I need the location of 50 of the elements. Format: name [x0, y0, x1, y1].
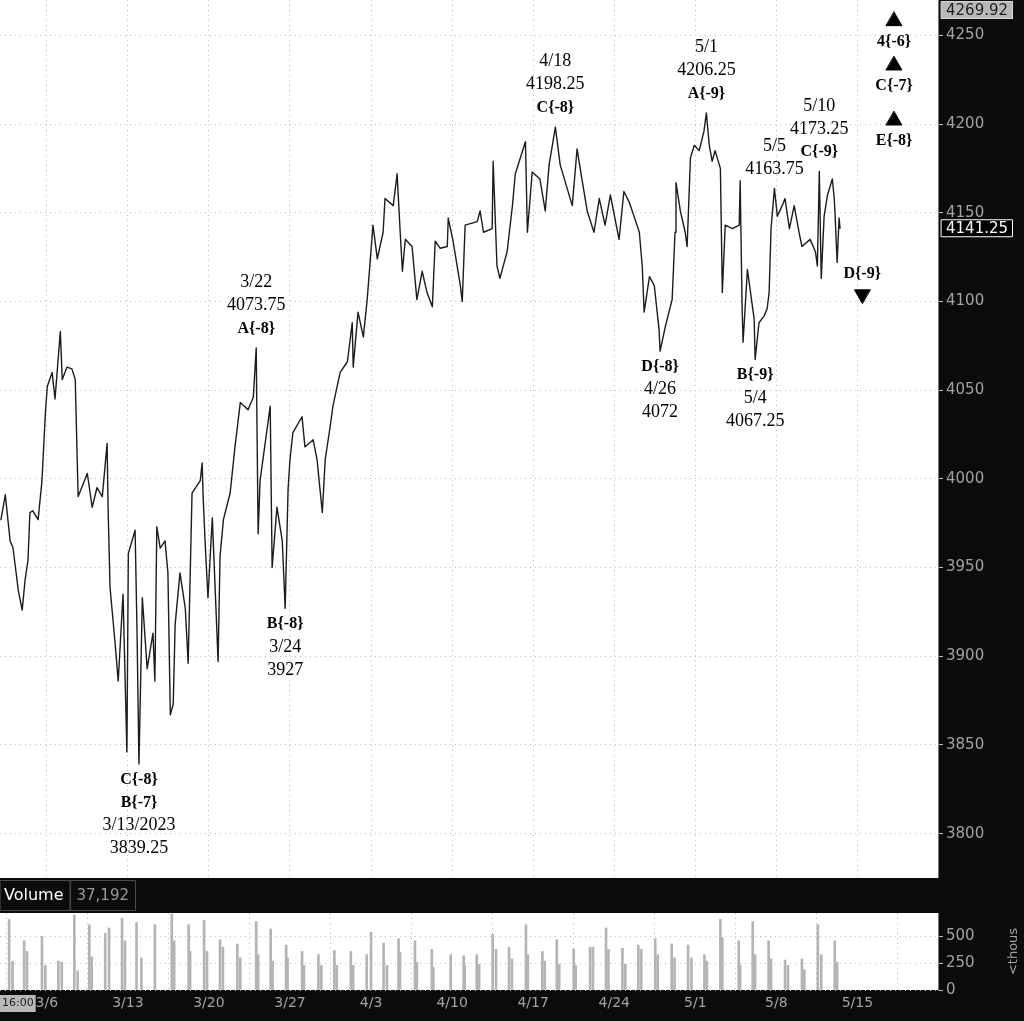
annotation: 5/1 4206.25 — [677, 36, 736, 80]
text: 16:00 — [2, 996, 34, 1010]
x-tick-label: 4/3 — [359, 994, 383, 1011]
y-tick-label: 3900 — [946, 646, 985, 665]
annotation: 3/13/2023 3839.25 — [102, 814, 176, 858]
y-tick-label: 4050 — [946, 380, 985, 399]
x-tick-label: 5/1 — [684, 994, 707, 1011]
annotation: B{-8} — [266, 613, 304, 631]
y-tick-label: 4250 — [946, 25, 985, 44]
x-tick-label: 4/17 — [517, 994, 549, 1011]
chart-title: Volume — [4, 885, 64, 905]
chart-subtitle: 37,192 — [76, 885, 130, 904]
annotation: 5/10 4173.25 — [790, 94, 849, 138]
annotation: A{-9} — [687, 83, 726, 101]
annotation: A{-8} — [237, 318, 275, 336]
x-tick-label: 4/10 — [436, 994, 468, 1011]
annotation: C{-8} B{-7} — [120, 769, 158, 810]
annotation: 4{-6} — [877, 31, 912, 49]
annotation: 3/22 4073.75 — [226, 271, 286, 315]
x-tick-label: 4/24 — [598, 994, 631, 1011]
y-tick-label: 4200 — [946, 113, 985, 132]
annotation: 4/26 4072 — [642, 378, 679, 422]
x-tick-label: 5/8 — [765, 994, 788, 1011]
text: 4141.25 — [946, 219, 1009, 238]
x-tick-label: 3/27 — [274, 994, 306, 1011]
annotation: 3/24 3927 — [267, 635, 304, 679]
y-tick-label: 3800 — [946, 823, 985, 842]
annotation: 5/4 4067.25 — [725, 386, 785, 430]
y-tick-label: 250 — [946, 953, 975, 972]
y-tick-label: 3950 — [946, 557, 985, 576]
y-tick-label: 4000 — [946, 468, 985, 487]
annotation: E{-8} — [875, 131, 913, 149]
y-axis-title: <thous — [1005, 927, 1021, 976]
y-tick-label: 3850 — [946, 734, 985, 753]
annotation: D{-9} — [843, 263, 881, 281]
annotation: C{-8} — [536, 97, 575, 115]
annotation: D{-8} — [641, 356, 679, 374]
text: 4269.92 — [946, 0, 1009, 19]
y-tick-label: 4150 — [946, 202, 985, 221]
bar — [333, 950, 336, 990]
x-tick-label: 3/13 — [112, 994, 144, 1011]
x-tick-label: 3/6 — [35, 994, 59, 1011]
annotation: B{-9} — [736, 365, 774, 383]
x-tick-label: 5/15 — [841, 994, 874, 1011]
y-tick-label: 0 — [946, 979, 956, 998]
annotation: C{-7} — [875, 76, 913, 94]
annotation: 4/18 4198.25 — [526, 50, 585, 94]
y-tick-label: 4100 — [946, 291, 985, 310]
x-tick-label: 3/20 — [193, 994, 225, 1011]
y-tick-label: 500 — [946, 926, 975, 945]
